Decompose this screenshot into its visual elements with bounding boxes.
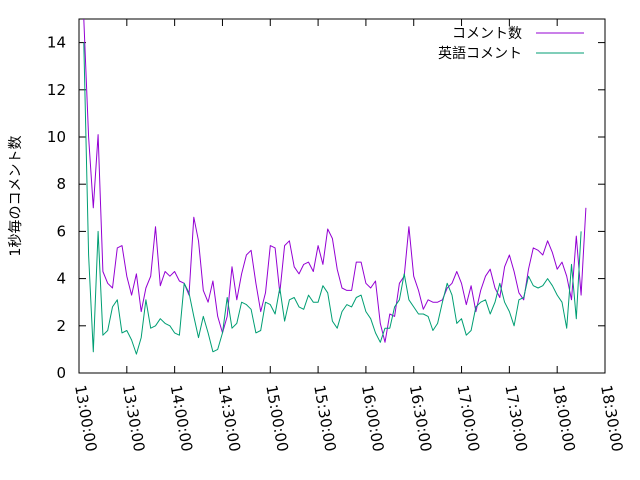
- x-tick-label: 14:30:00: [215, 384, 244, 453]
- x-tick-label: 15:00:00: [262, 384, 291, 453]
- legend-label: 英語コメント: [438, 45, 522, 62]
- legend-label: コメント数: [452, 26, 522, 42]
- x-tick-label: 13:30:00: [119, 384, 148, 453]
- y-tick-label: 6: [56, 222, 66, 240]
- plot-frame: [78, 18, 606, 374]
- y-tick-label: 10: [47, 128, 66, 146]
- y-tick-label: 0: [56, 364, 66, 382]
- y-tick-label: 12: [47, 81, 66, 99]
- x-tick-label: 15:30:00: [310, 384, 339, 453]
- y-tick-label: 2: [56, 317, 66, 335]
- y-tick-label: 4: [56, 270, 66, 288]
- x-tick-label: 14:00:00: [167, 384, 196, 453]
- x-tick-label: 17:30:00: [501, 384, 530, 453]
- x-tick-label: 18:00:00: [549, 384, 578, 453]
- y-axis: 0 2 4 6 8 10 12 14: [47, 34, 605, 382]
- y-tick-label: 8: [56, 175, 66, 193]
- y-axis-label: 1秒毎のコメント数: [8, 136, 24, 257]
- series-line-1: [83, 18, 587, 343]
- x-tick-label: 16:30:00: [406, 384, 435, 453]
- series-layer: [83, 18, 587, 355]
- x-tick-label: 17:00:00: [454, 384, 483, 453]
- x-tick-label: 13:00:00: [71, 384, 100, 453]
- series-line-2: [83, 42, 582, 355]
- x-tick-label: 18:30:00: [597, 384, 626, 453]
- y-tick-label: 14: [47, 34, 66, 52]
- x-tick-label: 16:00:00: [358, 384, 387, 453]
